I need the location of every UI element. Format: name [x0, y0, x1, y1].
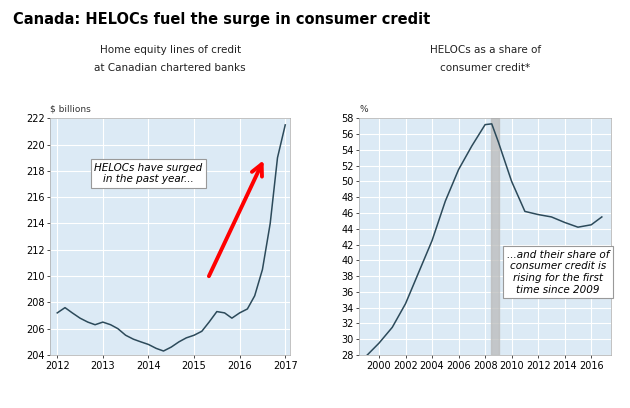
Text: %: % [359, 104, 368, 113]
Text: HELOCs as a share of: HELOCs as a share of [430, 45, 541, 55]
Text: at Canadian chartered banks: at Canadian chartered banks [94, 63, 246, 73]
Text: Home equity lines of credit: Home equity lines of credit [100, 45, 241, 55]
Text: Canada: HELOCs fuel the surge in consumer credit: Canada: HELOCs fuel the surge in consume… [13, 12, 430, 27]
Text: ...and their share of
consumer credit is
rising for the first
time since 2009: ...and their share of consumer credit is… [507, 250, 609, 295]
Text: consumer credit*: consumer credit* [440, 63, 530, 73]
Text: HELOCs have surged
in the past year...: HELOCs have surged in the past year... [94, 163, 203, 184]
Text: $ billions: $ billions [50, 104, 91, 113]
Bar [491, 118, 499, 355]
